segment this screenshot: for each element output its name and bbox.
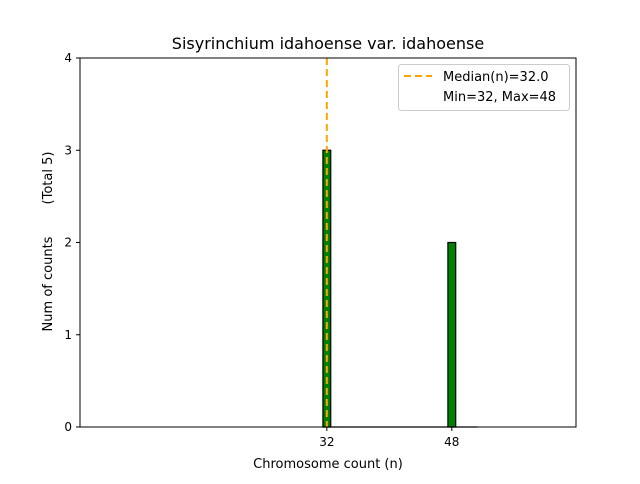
y-axis-total-label: (Total 5)	[41, 152, 56, 205]
x-axis-label: Chromosome count (n)	[253, 457, 403, 472]
y-tick-label: 0	[64, 420, 72, 434]
legend-minmax-label: Min=32, Max=48	[443, 90, 556, 105]
chart-title: Sisyrinchium idahoense var. idahoense	[172, 34, 484, 53]
legend: Median(n)=32.0 Min=32, Max=48	[398, 64, 570, 111]
x-tick-label: 32	[319, 435, 334, 449]
y-tick-label: 3	[64, 143, 72, 157]
legend-box	[398, 64, 570, 111]
x-tick-label: 48	[444, 435, 459, 449]
y-tick-label: 1	[64, 328, 72, 342]
legend-median-label: Median(n)=32.0	[443, 70, 549, 85]
y-axis-label: Num of counts	[41, 236, 56, 331]
plot-area: 32 48 0 1 2 3 4	[64, 51, 577, 449]
histogram-bar	[447, 241, 457, 428]
y-tick-label: 2	[64, 236, 72, 250]
y-tick-label: 4	[64, 51, 72, 65]
